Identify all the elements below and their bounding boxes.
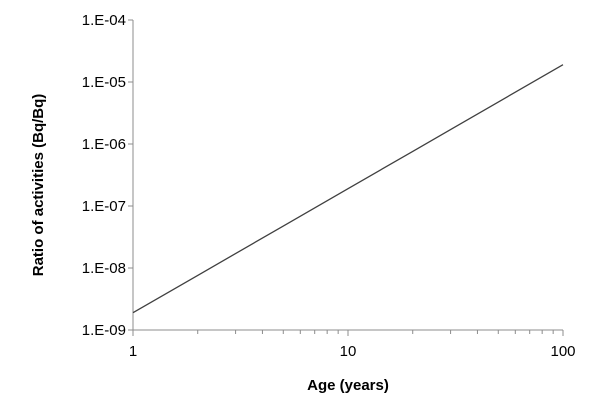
x-tick-label: 10 <box>340 343 357 360</box>
x-axis: 1 10 100 <box>129 329 576 360</box>
x-tick-label: 1 <box>129 343 137 360</box>
y-axis: 1.E-09 1.E-08 1.E-07 1.E-06 1.E-05 1.E-04 <box>82 12 134 339</box>
y-tick-label: 1.E-07 <box>82 198 126 215</box>
x-tick-label: 100 <box>550 343 575 360</box>
y-tick-label: 1.E-06 <box>82 136 126 153</box>
y-tick-label: 1.E-09 <box>82 322 126 339</box>
y-tick-label: 1.E-05 <box>82 74 126 91</box>
y-axis-title: Ratio of activities (Bq/Bq) <box>30 94 47 277</box>
y-tick-label: 1.E-08 <box>82 260 126 277</box>
series-line <box>132 64 564 314</box>
plot-area <box>132 64 564 314</box>
x-axis-title: Age (years) <box>307 377 389 394</box>
y-tick-label: 1.E-04 <box>82 12 126 29</box>
